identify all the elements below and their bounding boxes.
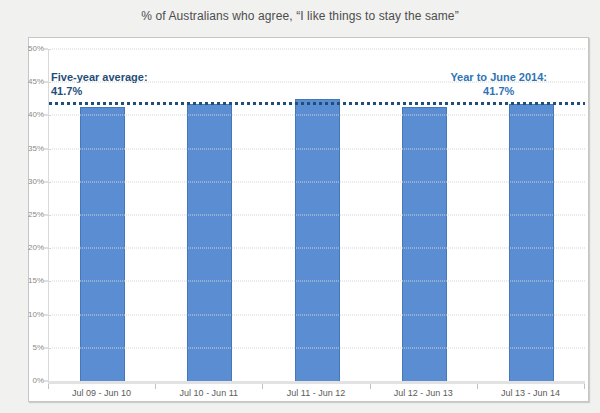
annotation-year-to-june: Year to June 2014: 41.7% — [450, 70, 547, 99]
y-axis-tickmark — [44, 381, 48, 382]
y-axis-tickmark — [44, 281, 48, 282]
y-axis-label: 50% — [28, 45, 44, 53]
y-axis-labels: 0%5%10%15%20%25%30%35%40%45%50% — [29, 49, 45, 381]
y-axis-tickmark — [44, 49, 48, 50]
page: % of Australians who agree, “I like thin… — [0, 0, 600, 413]
y-axis-label: 30% — [28, 178, 44, 186]
gridline — [49, 49, 585, 50]
y-axis-label: 0% — [32, 377, 44, 385]
y-axis-label: 5% — [32, 344, 44, 352]
y-axis-label: 10% — [28, 311, 44, 319]
x-axis-label: Jul 12 - Jun 13 — [370, 388, 477, 404]
bar — [295, 99, 340, 381]
chart-panel: 0% 5% 10% 15% 20% 25% 30% 35% 40% 45% 50% — [28, 37, 589, 402]
y-axis-label: 45% — [28, 78, 44, 86]
y-axis-label: 25% — [28, 211, 44, 219]
y-axis-tickmark — [44, 115, 48, 116]
y-axis-tickmark — [44, 248, 48, 249]
gridline — [49, 347, 585, 348]
y-axis-label: 40% — [28, 111, 44, 119]
y-axis-tickmark — [44, 215, 48, 216]
y-axis-tickmark — [44, 314, 48, 315]
y-axis-tickmark — [44, 148, 48, 149]
annotation-five-year-average: Five-year average: 41.7% — [51, 70, 148, 99]
gridline — [49, 181, 585, 182]
gridline — [49, 148, 585, 149]
x-axis-label: Jul 10 - Jun 11 — [155, 388, 262, 404]
gridline — [49, 215, 585, 216]
y-axis-label: 35% — [28, 145, 44, 153]
x-axis-label: Jul 11 - Jun 12 — [262, 388, 369, 404]
plot-area: Five-year average: 41.7% Year to June 20… — [48, 49, 585, 384]
x-axis-label: Jul 13 - Jun 14 — [477, 388, 584, 404]
x-axis-tickmark — [584, 384, 585, 389]
bar — [509, 104, 554, 381]
gridline — [49, 115, 585, 116]
y-axis-tickmark — [44, 181, 48, 182]
gridline — [49, 82, 585, 83]
bar — [187, 104, 232, 381]
y-axis-tickmark — [44, 82, 48, 83]
annotation-value: 41.7% — [51, 84, 148, 98]
y-axis-tickmark — [44, 347, 48, 348]
y-axis-label: 15% — [28, 277, 44, 285]
gridline — [49, 248, 585, 249]
chart-title: % of Australians who agree, “I like thin… — [0, 9, 600, 23]
average-line — [49, 102, 585, 105]
gridline — [49, 314, 585, 315]
x-axis-labels: Jul 09 - Jun 10 Jul 10 - Jun 11 Jul 11 -… — [48, 388, 584, 404]
gridline — [49, 281, 585, 282]
annotation-value: 41.7% — [450, 84, 547, 98]
y-axis-label: 20% — [28, 244, 44, 252]
x-axis-label: Jul 09 - Jun 10 — [48, 388, 155, 404]
